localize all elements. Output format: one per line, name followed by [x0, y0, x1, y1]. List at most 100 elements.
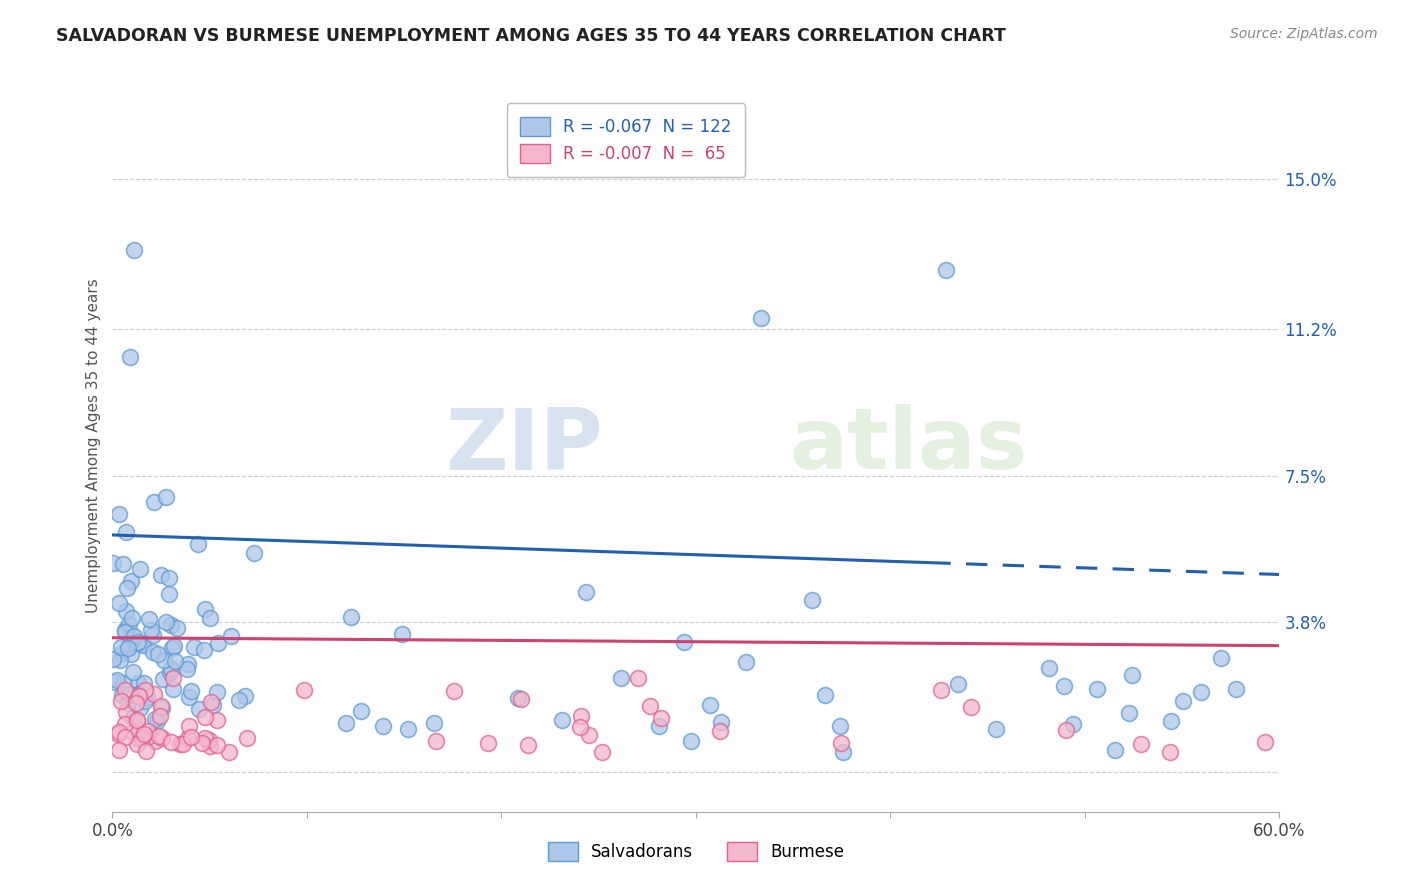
Point — [110, 693, 132, 707]
Point — [202, 698, 225, 712]
Point — [177, 718, 200, 732]
Point — [155, 615, 177, 629]
Point — [734, 655, 756, 669]
Point — [157, 586, 180, 600]
Point — [205, 685, 228, 699]
Point — [122, 725, 145, 739]
Point — [153, 653, 176, 667]
Point — [180, 684, 202, 698]
Point — [149, 709, 172, 723]
Point — [179, 690, 201, 705]
Point — [699, 698, 721, 712]
Point — [709, 724, 731, 739]
Point — [136, 690, 159, 704]
Point — [1038, 661, 1060, 675]
Point — [568, 720, 591, 734]
Point — [129, 700, 152, 714]
Point — [198, 739, 221, 754]
Point — [569, 709, 592, 723]
Point — [828, 718, 851, 732]
Point — [1159, 745, 1181, 759]
Point — [200, 695, 222, 709]
Point — [1052, 679, 1074, 693]
Point — [143, 712, 166, 726]
Point — [145, 714, 167, 728]
Point — [193, 643, 215, 657]
Point — [125, 713, 148, 727]
Point — [550, 713, 572, 727]
Point — [929, 682, 952, 697]
Point — [1104, 743, 1126, 757]
Point — [1225, 681, 1247, 696]
Point — [107, 596, 129, 610]
Point — [115, 705, 138, 719]
Point — [108, 724, 131, 739]
Point — [163, 639, 186, 653]
Point — [115, 524, 138, 539]
Point — [108, 507, 131, 521]
Point — [114, 682, 136, 697]
Point — [830, 736, 852, 750]
Point — [162, 671, 184, 685]
Point — [335, 716, 357, 731]
Point — [339, 610, 361, 624]
Point — [150, 731, 173, 745]
Point — [648, 719, 671, 733]
Point — [134, 694, 156, 708]
Point — [710, 715, 733, 730]
Point — [506, 690, 529, 705]
Point — [149, 568, 172, 582]
Point — [1160, 714, 1182, 728]
Point — [111, 676, 134, 690]
Point — [477, 736, 499, 750]
Point — [134, 676, 156, 690]
Point — [127, 635, 149, 649]
Point — [350, 704, 373, 718]
Point — [120, 574, 142, 588]
Point — [101, 652, 124, 666]
Point — [152, 672, 174, 686]
Point — [117, 581, 139, 595]
Point — [1062, 717, 1084, 731]
Point — [111, 646, 134, 660]
Point — [650, 711, 672, 725]
Point — [149, 699, 172, 714]
Point — [1118, 706, 1140, 720]
Point — [142, 627, 165, 641]
Point — [121, 611, 143, 625]
Point — [157, 571, 180, 585]
Point — [131, 637, 153, 651]
Point — [1054, 723, 1077, 737]
Point — [118, 617, 141, 632]
Point — [105, 673, 128, 687]
Point — [155, 490, 177, 504]
Point — [128, 690, 150, 704]
Point — [142, 687, 165, 701]
Point — [159, 735, 181, 749]
Point — [122, 629, 145, 643]
Point — [127, 636, 149, 650]
Point — [679, 733, 702, 747]
Point — [121, 688, 143, 702]
Point — [132, 727, 155, 741]
Point — [166, 622, 188, 636]
Point — [176, 657, 198, 672]
Point — [1189, 685, 1212, 699]
Point — [814, 688, 837, 702]
Point — [191, 736, 214, 750]
Point — [180, 730, 202, 744]
Point — [172, 737, 194, 751]
Point — [1121, 668, 1143, 682]
Point — [188, 702, 211, 716]
Point — [205, 713, 228, 727]
Point — [165, 654, 187, 668]
Point — [127, 687, 149, 701]
Point — [136, 723, 159, 738]
Point — [125, 696, 148, 710]
Point — [609, 671, 631, 685]
Point — [800, 593, 823, 607]
Point — [101, 556, 124, 570]
Point — [108, 743, 131, 757]
Point — [150, 700, 173, 714]
Point — [183, 640, 205, 655]
